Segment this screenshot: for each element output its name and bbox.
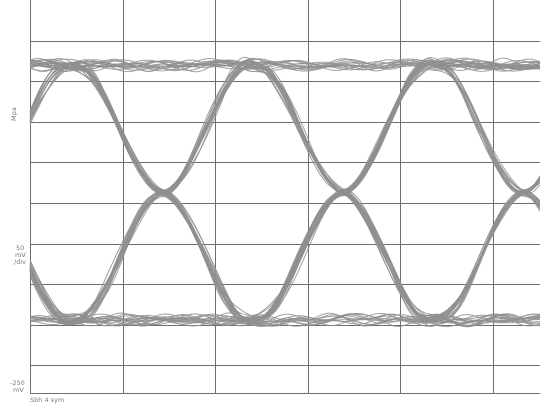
upper-level-label: Mpa (10, 107, 18, 121)
waveform-trace (29, 58, 540, 204)
timebase-label: Sbh 4 sym (30, 396, 64, 404)
waveform-trace (29, 58, 540, 327)
waveform-trace (29, 60, 540, 325)
scale-unit-label: mV (15, 251, 26, 259)
waveform-trace (29, 59, 540, 324)
waveform-trace (29, 264, 540, 327)
waveform-trace (29, 177, 540, 326)
waveform-trace (29, 180, 540, 326)
offset-value-label: -250 (10, 379, 25, 387)
waveform-traces (29, 56, 540, 328)
waveform-trace (29, 59, 540, 324)
scale-value-label: 50 (16, 244, 24, 252)
waveform-trace (29, 59, 540, 324)
waveform-trace (29, 61, 540, 324)
offset-unit-label: mV (13, 386, 24, 394)
waveform-trace (29, 61, 540, 324)
scale-per-div-label: /div (14, 258, 26, 266)
